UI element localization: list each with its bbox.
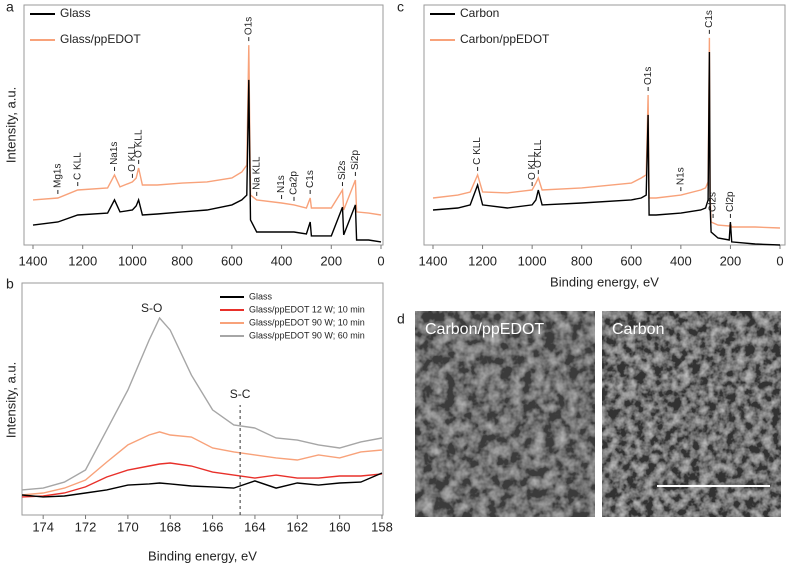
y-axis-label: Intensity, a.u. <box>3 87 18 163</box>
x-tick-label: 200 <box>720 253 742 268</box>
x-tick-label: 162 <box>286 519 308 534</box>
legend-label: Glass <box>249 291 273 301</box>
annotation: S-O <box>141 301 162 315</box>
image-label: Carbon <box>612 321 664 338</box>
series-line <box>32 79 382 243</box>
annotation: O1s <box>243 17 254 35</box>
annotation: Si2p <box>350 150 361 170</box>
x-tick-label: 800 <box>571 253 593 268</box>
annotation: C KLL <box>472 137 483 165</box>
annotation: Cl2s <box>708 192 719 212</box>
x-tick-label: 600 <box>620 253 642 268</box>
annotation: Ca2p <box>289 171 300 195</box>
panel-letter: c <box>397 0 404 15</box>
annotation: Na KLL <box>251 156 262 190</box>
legend-label: Carbon/ppEDOT <box>460 32 550 46</box>
y-axis-label: Intensity, a.u. <box>3 362 18 438</box>
x-tick-label: 168 <box>159 519 181 534</box>
x-tick-label: 600 <box>221 253 243 268</box>
chart-panel: a 1400 1200 1000 800 600 400 200 0 Intensity, a.u… <box>3 0 384 268</box>
series-line <box>32 45 382 216</box>
series-line <box>21 472 383 498</box>
annotation: O KLL <box>127 143 138 172</box>
legend-label: Carbon <box>460 6 499 20</box>
annotation: C1s <box>305 170 316 188</box>
series-line <box>21 431 383 496</box>
x-tick-label: 170 <box>117 519 139 534</box>
annotation: N1s <box>276 175 287 193</box>
plot-frame <box>423 4 786 246</box>
chart-panel: c 1400 1200 1000 800 600 400 200 0 Binding energy… <box>397 0 786 289</box>
x-tick-label: 166 <box>202 519 224 534</box>
x-tick-label: 0 <box>377 253 384 268</box>
sem-image <box>602 311 781 517</box>
x-tick-label: 1400 <box>419 253 448 268</box>
legend-label: Glass/ppEDOT 12 W; 10 min <box>249 304 365 314</box>
annotation: Cl2p <box>725 191 736 212</box>
annotation: Na1s <box>109 142 120 165</box>
x-tick-label: 1200 <box>468 253 497 268</box>
annotation: C1s <box>704 10 715 28</box>
x-tick-label: 200 <box>320 253 342 268</box>
x-tick-label: 0 <box>776 253 783 268</box>
panel-letter: b <box>6 276 14 292</box>
x-tick-label: 174 <box>32 519 54 534</box>
sem-image <box>415 311 595 517</box>
chart-panel: b 174 172 170 168 166 164 162 160 158 Binding ener… <box>3 276 392 564</box>
series-line <box>432 51 781 246</box>
legend-label: Glass/ppEDOT 90 W; 60 min <box>249 330 365 340</box>
legend-label: Glass <box>60 6 91 20</box>
annotation: S-C <box>230 387 251 401</box>
x-tick-label: 172 <box>75 519 97 534</box>
x-tick-label: 1400 <box>19 253 48 268</box>
x-tick-label: 1000 <box>518 253 547 268</box>
annotation: O KLL <box>533 139 544 168</box>
x-tick-label: 158 <box>371 519 393 534</box>
image-label: Carbon/ppEDOT <box>425 321 544 338</box>
sem-panel: Carbon/ppEDOT Carbon d <box>397 311 781 517</box>
annotation: C KLL <box>72 152 83 180</box>
annotation: O KLL <box>527 151 538 180</box>
annotation: O KLL <box>133 129 144 158</box>
x-axis-label: Binding energy, eV <box>550 274 659 289</box>
panel-letter: d <box>397 311 405 327</box>
plot-frame <box>21 282 384 516</box>
x-tick-label: 400 <box>670 253 692 268</box>
x-axis-label: Binding energy, eV <box>148 548 257 563</box>
annotation: Mg1s <box>52 164 63 188</box>
x-tick-label: 160 <box>329 519 351 534</box>
legend-label: Glass/ppEDOT 90 W; 10 min <box>249 317 365 327</box>
x-tick-label: 1000 <box>118 253 147 268</box>
annotation: N1s <box>675 167 686 185</box>
series-line <box>21 316 383 491</box>
x-tick-label: 400 <box>271 253 293 268</box>
annotation: O1s <box>643 67 654 85</box>
x-tick-label: 1200 <box>68 253 97 268</box>
annotation: Si2s <box>337 161 348 180</box>
plot-frame <box>23 4 384 246</box>
panel-letter: a <box>6 0 14 15</box>
legend-label: Glass/ppEDOT <box>60 32 141 46</box>
x-tick-label: 800 <box>171 253 193 268</box>
x-tick-label: 164 <box>244 519 266 534</box>
series-line <box>21 462 383 498</box>
